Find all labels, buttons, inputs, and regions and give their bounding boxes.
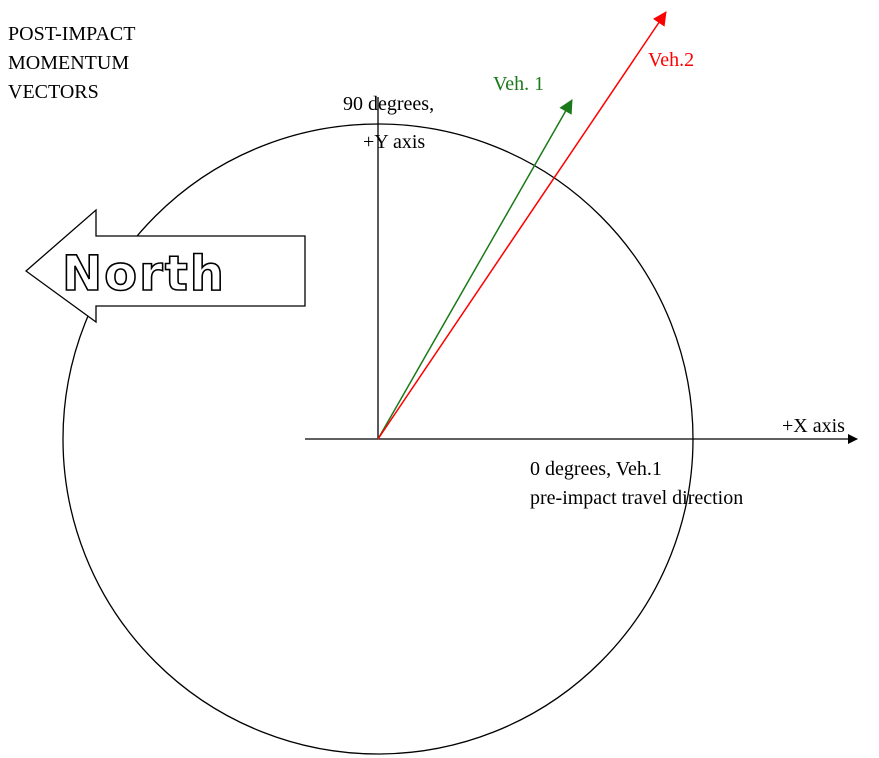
y-axis-label: +Y axis	[363, 131, 425, 153]
y-axis-label: 90 degrees,	[343, 93, 434, 115]
north-label: North	[62, 246, 226, 302]
veh2-vector	[377, 11, 667, 440]
veh1-vector	[377, 99, 573, 440]
veh1-label: Veh. 1	[493, 73, 544, 95]
veh2-label: Veh.2	[648, 49, 694, 71]
title-line: POST-IMPACT	[8, 23, 135, 45]
north-arrow	[24, 208, 306, 324]
zero-label: pre-impact travel direction	[530, 487, 743, 509]
title-line: VECTORS	[8, 81, 99, 103]
x-axis-label: +X axis	[782, 415, 845, 437]
title-line: MOMENTUM	[8, 52, 129, 74]
zero-label: 0 degrees, Veh.1	[530, 458, 662, 480]
